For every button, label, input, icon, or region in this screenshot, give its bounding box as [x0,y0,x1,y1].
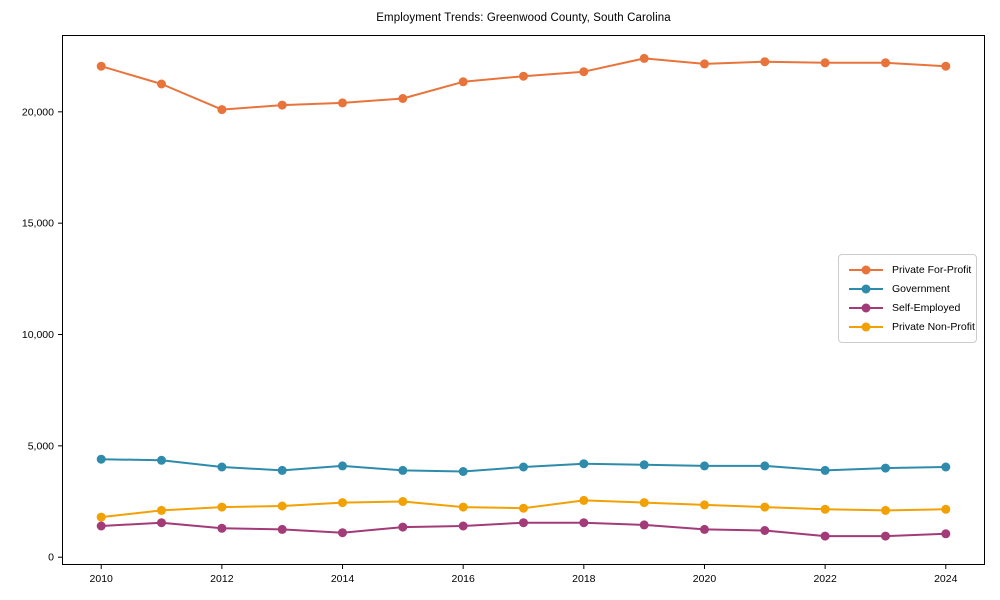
data-point-private-non-profit-2024 [941,504,951,514]
x-tick-label: 2016 [451,573,475,585]
data-point-self-employed-2010 [96,521,106,531]
data-point-self-employed-2019 [639,520,649,530]
data-point-private-non-profit-2022 [820,504,830,514]
data-point-private-for-profit-2023 [881,58,890,68]
data-point-private-for-profit-2015 [398,94,408,103]
x-tick-label: 2022 [813,573,837,585]
data-point-private-non-profit-2011 [157,505,166,515]
legend-item-private-for-profit: Private For-Profit [848,261,972,279]
data-point-self-employed-2024 [941,529,951,539]
data-point-private-non-profit-2021 [760,502,770,512]
data-point-government-2014 [338,461,347,471]
legend: Private For-Profit Government Self-Employe… [838,254,977,343]
data-point-self-employed-2022 [820,531,830,541]
data-point-private-non-profit-2017 [519,503,528,513]
data-point-self-employed-2014 [338,528,347,538]
legend-label: Self-Employed [892,302,961,315]
x-tick-label: 2010 [90,573,114,585]
x-tick-label: 2024 [934,573,958,585]
data-point-self-employed-2020 [700,524,709,534]
legend-label: Government [892,282,950,295]
legend-item-government: Government [848,280,972,298]
legend-marker-icon [849,265,883,275]
data-point-private-non-profit-2019 [639,498,649,508]
data-point-government-2013 [277,465,287,475]
data-point-private-non-profit-2016 [458,502,468,512]
y-tick-label: 15,000 [22,218,54,230]
data-point-private-for-profit-2016 [458,77,468,87]
data-point-private-for-profit-2017 [519,71,528,81]
data-point-private-for-profit-2022 [820,58,830,68]
data-point-self-employed-2016 [458,521,468,531]
data-point-private-non-profit-2013 [277,501,287,511]
data-point-government-2010 [96,454,106,464]
data-point-self-employed-2021 [760,526,770,535]
data-point-private-for-profit-2021 [760,57,770,67]
x-tick-label: 2020 [693,573,717,585]
data-point-private-non-profit-2012 [217,502,227,512]
data-point-government-2016 [458,467,468,476]
data-point-private-for-profit-2012 [217,105,227,115]
x-tick-label: 2012 [210,573,234,585]
legend-marker-icon [849,284,883,294]
legend-label: Private Non-Profit [892,321,975,334]
legend-label: Private For-Profit [892,263,972,276]
y-tick-label: 10,000 [22,329,54,341]
data-point-private-for-profit-2018 [579,67,589,77]
chart-title: Employment Trends: Greenwood County, Sou… [376,12,671,24]
data-point-self-employed-2015 [398,522,408,532]
data-point-government-2020 [700,461,709,471]
data-point-government-2012 [217,462,227,472]
legend-marker-icon [849,322,883,332]
data-point-government-2024 [941,462,951,472]
data-point-private-non-profit-2014 [338,498,347,508]
x-tick-label: 2018 [572,573,596,585]
legend-item-private-non-profit: Private Non-Profit [848,318,975,336]
data-point-private-non-profit-2023 [881,505,890,515]
legend-item-self-employed: Self-Employed [848,299,972,317]
data-point-government-2019 [639,460,649,470]
y-tick-label: 5,000 [28,440,54,452]
data-point-private-non-profit-2010 [96,512,106,522]
axes-spines [62,35,985,565]
data-point-private-for-profit-2024 [941,61,951,71]
data-point-private-for-profit-2014 [338,98,347,108]
legend-marker-icon [849,303,883,313]
data-point-private-for-profit-2011 [157,79,166,89]
data-point-self-employed-2023 [881,531,890,541]
data-point-private-for-profit-2020 [700,59,709,69]
data-point-government-2018 [579,459,589,469]
data-point-private-non-profit-2015 [398,497,408,506]
y-tick-label: 0 [48,552,54,564]
y-tick-label: 20,000 [22,106,54,118]
series-line-private-for-profit [100,57,947,111]
data-point-self-employed-2012 [217,523,227,533]
data-point-private-non-profit-2018 [579,495,589,505]
data-point-government-2015 [398,465,408,475]
data-point-private-non-profit-2020 [700,500,709,510]
data-point-private-for-profit-2019 [639,53,649,63]
data-point-private-for-profit-2013 [277,100,287,110]
data-point-self-employed-2018 [579,518,589,528]
x-tick-label: 2014 [331,573,355,585]
data-point-government-2021 [760,461,770,471]
data-point-government-2022 [820,465,830,475]
data-point-government-2011 [157,455,166,465]
data-point-private-for-profit-2010 [96,61,106,71]
data-point-government-2017 [519,462,528,472]
data-point-self-employed-2017 [519,518,528,528]
data-point-self-employed-2013 [277,524,287,534]
data-point-self-employed-2011 [157,518,166,528]
data-point-government-2023 [881,463,890,473]
